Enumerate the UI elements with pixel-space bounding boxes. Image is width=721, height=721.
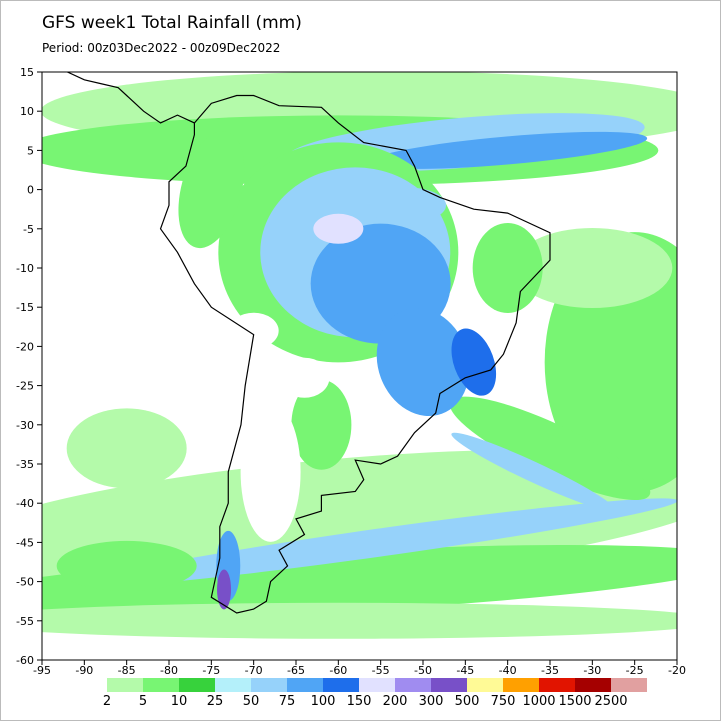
y-tick-label: -50 — [16, 576, 34, 589]
y-tick-label: -10 — [16, 262, 34, 275]
rain-area — [313, 213, 364, 244]
colorbar-label: 500 — [455, 694, 480, 709]
colorbar-label: 5 — [139, 694, 147, 709]
x-tick-label: -40 — [499, 664, 517, 677]
y-tick-label: -55 — [16, 615, 34, 628]
x-tick-label: -60 — [329, 664, 347, 677]
rain-area — [291, 379, 352, 470]
y-tick-label: -15 — [16, 301, 34, 314]
x-tick-label: -95 — [33, 664, 51, 677]
colorbar-label: 200 — [383, 694, 408, 709]
y-tick-label: -60 — [16, 654, 34, 667]
colorbar-label: 2500 — [594, 694, 627, 709]
y-tick-label: -20 — [16, 340, 34, 353]
rain-area — [217, 569, 232, 610]
rain-area — [451, 432, 615, 511]
rain-area — [472, 223, 543, 313]
rain-area — [228, 312, 279, 349]
y-tick-label: -45 — [16, 536, 34, 549]
y-tick-label: -35 — [16, 458, 34, 471]
colorbar-label: 150 — [347, 694, 372, 709]
colorbar-label: 1000 — [522, 694, 555, 709]
colorbar-box — [539, 678, 575, 692]
colorbar-label: 2 — [103, 694, 111, 709]
rain-area — [66, 408, 187, 489]
colorbar-label: 1500 — [558, 694, 591, 709]
y-tick-label: -5 — [23, 223, 34, 236]
colorbar-box — [431, 678, 467, 692]
y-tick-label: 15 — [20, 66, 34, 79]
colorbar-box — [179, 678, 215, 692]
colorbar-box — [503, 678, 539, 692]
colorbar-box — [287, 678, 323, 692]
x-tick-label: -85 — [118, 664, 136, 677]
x-tick-label: -65 — [287, 664, 305, 677]
x-tick-label: -25 — [626, 664, 644, 677]
coastline — [159, 94, 551, 614]
rain-area — [366, 187, 447, 224]
rain-area — [279, 357, 330, 398]
x-tick-label: -35 — [541, 664, 559, 677]
x-tick-label: -70 — [245, 664, 263, 677]
colorbar-label: 750 — [491, 694, 516, 709]
x-tick-label: -30 — [583, 664, 601, 677]
colorbar-label: 50 — [243, 694, 260, 709]
x-tick-label: -55 — [372, 664, 390, 677]
x-tick-label: -80 — [160, 664, 178, 677]
y-tick-label: -40 — [16, 497, 34, 510]
colorbar-box — [395, 678, 431, 692]
colorbar-box — [215, 678, 251, 692]
x-tick-label: -20 — [668, 664, 686, 677]
rain-area — [240, 401, 301, 542]
colorbar-label: 10 — [171, 694, 188, 709]
colorbar-box — [107, 678, 143, 692]
rain-area — [178, 131, 245, 249]
y-tick-label: 5 — [27, 144, 34, 157]
rain-area — [368, 131, 648, 169]
colorbar-box — [359, 678, 395, 692]
map-border — [41, 71, 678, 661]
rain-area — [449, 396, 651, 501]
y-tick-label: -25 — [16, 380, 34, 393]
map-area — [42, 72, 677, 660]
x-tick-label: -45 — [456, 664, 474, 677]
colorbar-label: 75 — [279, 694, 296, 709]
rain-area — [42, 602, 677, 639]
colorbar-box — [323, 678, 359, 692]
colorbar-label: 25 — [207, 694, 224, 709]
y-tick-label: -30 — [16, 419, 34, 432]
colorbar-label: 300 — [419, 694, 444, 709]
rain-area — [42, 545, 677, 619]
x-tick-label: -50 — [414, 664, 432, 677]
rain-area — [512, 228, 673, 308]
coastline — [64, 72, 195, 124]
subtitle: Period: 00z03Dec2022 - 00z09Dec2022 — [42, 41, 280, 55]
colorbar-box — [251, 678, 287, 692]
colorbar-box — [575, 678, 611, 692]
title: GFS week1 Total Rainfall (mm) — [42, 13, 302, 33]
y-tick-label: 10 — [20, 105, 34, 118]
x-tick-label: -90 — [75, 664, 93, 677]
colorbar-box — [143, 678, 179, 692]
colorbar-box — [611, 678, 647, 692]
colorbar-box — [467, 678, 503, 692]
y-tick-label: 0 — [27, 184, 34, 197]
rain-area — [56, 540, 197, 591]
colorbar-label: 100 — [311, 694, 336, 709]
x-tick-label: -75 — [202, 664, 220, 677]
